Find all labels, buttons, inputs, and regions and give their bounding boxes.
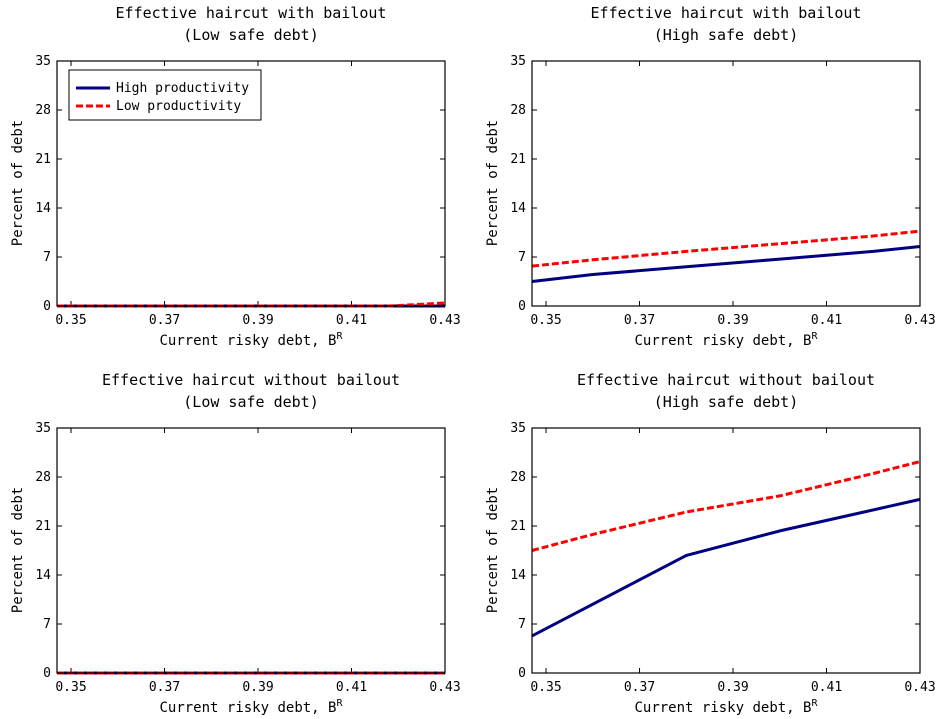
x-tick-label: 0.37 bbox=[624, 313, 655, 328]
x-tick-label: 0.39 bbox=[717, 313, 748, 328]
y-tick-label: 7 bbox=[518, 250, 526, 265]
y-tick-label: 14 bbox=[510, 568, 526, 583]
x-tick-label: 0.35 bbox=[55, 313, 86, 328]
legend-box bbox=[68, 69, 262, 121]
x-axis-label-text: Current risky debt, B bbox=[634, 333, 811, 349]
legend-label-low-productivity: Low productivity bbox=[116, 99, 241, 114]
series-line-high-productivity bbox=[531, 497, 921, 638]
plot-frame bbox=[56, 427, 446, 674]
x-axis-label-superscript: R bbox=[336, 698, 343, 709]
series-group bbox=[531, 460, 921, 638]
tick-group: 0.35 0.37 0.39 0.41 0.43 0 7 14 21 28 35 bbox=[510, 54, 935, 328]
y-tick-label: 21 bbox=[510, 519, 526, 534]
panel-without-bailout-low-safe-debt: Effective haircut without bailout (Low s… bbox=[10, 371, 461, 716]
y-tick-label: 28 bbox=[510, 103, 526, 118]
x-tick-label: 0.35 bbox=[530, 680, 561, 695]
y-tick-label: 0 bbox=[43, 299, 51, 314]
series-line-high-productivity bbox=[531, 245, 921, 283]
chart-subtitle: (High safe debt) bbox=[654, 26, 799, 44]
legend: High productivity Low productivity bbox=[68, 69, 262, 121]
x-axis-label-text: Current risky debt, B bbox=[634, 700, 811, 716]
plot-frame bbox=[531, 60, 921, 307]
y-axis-label: Percent of debt bbox=[485, 487, 501, 613]
tick-group: 0.35 0.37 0.39 0.41 0.43 0 7 14 21 28 35 bbox=[35, 54, 460, 328]
y-tick-label: 28 bbox=[35, 470, 51, 485]
series-line-low-productivity bbox=[531, 460, 921, 552]
legend-label-high-productivity: High productivity bbox=[116, 81, 249, 96]
x-tick-label: 0.39 bbox=[717, 680, 748, 695]
y-tick-label: 35 bbox=[35, 54, 51, 69]
x-axis-label-text: Current risky debt, B bbox=[159, 333, 336, 349]
plot-frame bbox=[56, 60, 446, 307]
plot-frame bbox=[531, 427, 921, 674]
y-tick-label: 7 bbox=[43, 250, 51, 265]
y-tick-label: 14 bbox=[35, 568, 51, 583]
y-tick-label: 7 bbox=[43, 617, 51, 632]
x-tick-label: 0.43 bbox=[429, 313, 460, 328]
panel-with-bailout-high-safe-debt: Effective haircut with bailout (High saf… bbox=[485, 4, 936, 349]
y-tick-label: 35 bbox=[35, 421, 51, 436]
x-tick-label: 0.41 bbox=[336, 313, 367, 328]
x-axis-label-superscript: R bbox=[811, 698, 818, 709]
y-tick-label: 0 bbox=[43, 666, 51, 681]
x-axis-label-text: Current risky debt, B bbox=[159, 700, 336, 716]
y-tick-label: 0 bbox=[518, 299, 526, 314]
tick-group: 0.35 0.37 0.39 0.41 0.43 0 7 14 21 28 35 bbox=[35, 421, 460, 695]
x-tick-label: 0.37 bbox=[624, 680, 655, 695]
x-axis-label-superscript: R bbox=[811, 331, 818, 342]
y-tick-label: 14 bbox=[35, 201, 51, 216]
y-axis-label: Percent of debt bbox=[10, 487, 26, 613]
x-tick-label: 0.37 bbox=[149, 313, 180, 328]
x-tick-label: 0.39 bbox=[242, 680, 273, 695]
panel-with-bailout-low-safe-debt: Effective haircut with bailout (Low safe… bbox=[10, 4, 461, 349]
x-axis-label-superscript: R bbox=[336, 331, 343, 342]
y-tick-label: 35 bbox=[510, 54, 526, 69]
y-tick-label: 21 bbox=[35, 519, 51, 534]
x-tick-label: 0.41 bbox=[811, 313, 842, 328]
chart-title: Effective haircut with bailout bbox=[116, 4, 387, 22]
series-group bbox=[531, 229, 921, 283]
x-axis-label: Current risky debt, BR bbox=[634, 331, 818, 349]
y-axis-label: Percent of debt bbox=[10, 120, 26, 246]
x-tick-label: 0.41 bbox=[336, 680, 367, 695]
chart-title: Effective haircut without bailout bbox=[102, 371, 400, 389]
x-tick-label: 0.43 bbox=[429, 680, 460, 695]
y-tick-label: 35 bbox=[510, 421, 526, 436]
x-axis-label: Current risky debt, BR bbox=[159, 331, 343, 349]
chart-subtitle: (High safe debt) bbox=[654, 393, 799, 411]
x-tick-label: 0.37 bbox=[149, 680, 180, 695]
x-axis-label: Current risky debt, BR bbox=[634, 698, 818, 716]
y-tick-label: 21 bbox=[510, 152, 526, 167]
panel-without-bailout-high-safe-debt: Effective haircut without bailout (High … bbox=[485, 371, 936, 716]
y-axis-label: Percent of debt bbox=[485, 120, 501, 246]
y-tick-label: 28 bbox=[510, 470, 526, 485]
x-tick-label: 0.41 bbox=[811, 680, 842, 695]
chart-title: Effective haircut with bailout bbox=[591, 4, 862, 22]
x-tick-label: 0.35 bbox=[55, 680, 86, 695]
chart-subtitle: (Low safe debt) bbox=[183, 26, 318, 44]
y-tick-label: 0 bbox=[518, 666, 526, 681]
chart-subtitle: (Low safe debt) bbox=[183, 393, 318, 411]
y-tick-label: 14 bbox=[510, 201, 526, 216]
x-axis-label: Current risky debt, BR bbox=[159, 698, 343, 716]
y-tick-label: 7 bbox=[518, 617, 526, 632]
y-tick-label: 21 bbox=[35, 152, 51, 167]
x-tick-label: 0.35 bbox=[530, 313, 561, 328]
x-tick-label: 0.39 bbox=[242, 313, 273, 328]
tick-group: 0.35 0.37 0.39 0.41 0.43 0 7 14 21 28 35 bbox=[510, 421, 935, 695]
x-tick-label: 0.43 bbox=[904, 313, 935, 328]
chart-title: Effective haircut without bailout bbox=[577, 371, 875, 389]
y-tick-label: 28 bbox=[35, 103, 51, 118]
x-tick-label: 0.43 bbox=[904, 680, 935, 695]
series-line-low-productivity bbox=[531, 229, 921, 268]
